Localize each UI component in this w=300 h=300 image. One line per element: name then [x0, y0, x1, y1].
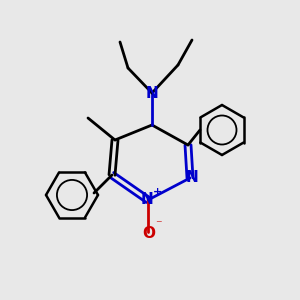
Text: ⁻: ⁻ — [155, 218, 161, 232]
Text: N: N — [141, 193, 153, 208]
Text: N: N — [146, 85, 158, 100]
Text: N: N — [186, 170, 198, 185]
Text: +: + — [152, 187, 162, 197]
Text: O: O — [142, 226, 155, 242]
